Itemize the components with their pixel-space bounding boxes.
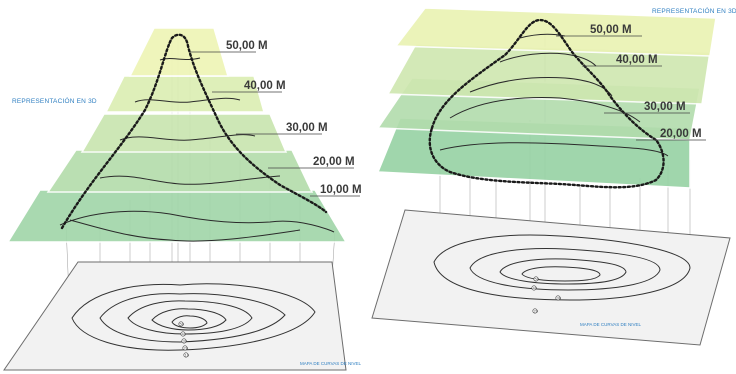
map-tag-marker	[183, 352, 189, 358]
right-level-labels: 50,00 M 40,00 M 30,00 M 20,00 M	[556, 24, 706, 141]
map-tag-label: 20	[534, 309, 539, 314]
left-map-caption: MAPA DE CURVAS DE NIVEL	[300, 361, 362, 366]
right-map-contours	[433, 234, 691, 301]
right-level-label: 50,00 M	[590, 24, 632, 36]
map-tag-marker	[181, 338, 187, 344]
left-3d-caption: REPRESENTACIÓN EN 3D	[12, 96, 97, 105]
left-panel: 50 40 30 20 10 MAPA DE CURVAS DE NIVEL	[3, 27, 362, 371]
left-plane-20	[46, 149, 314, 193]
left-level-label: 30,00 M	[286, 122, 328, 134]
map-tag-label: 50	[535, 277, 540, 282]
left-level-label: 10,00 M	[320, 184, 362, 196]
left-terrain-outline	[60, 33, 328, 230]
left-plane-40	[104, 75, 265, 113]
left-terrain-lines	[59, 57, 335, 242]
left-map-contours	[71, 283, 316, 351]
map-tag-marker	[531, 285, 537, 291]
right-plane-50	[394, 7, 717, 57]
right-panel: 50 40 30 20 MAPA DE CURVAS DE NIVEL 50,0…	[371, 6, 736, 346]
map-tag-label: 10	[185, 353, 190, 358]
map-tag-marker	[533, 276, 539, 282]
left-level-labels: 50,00 M 40,00 M 30,00 M 20,00 M 10,00 M	[190, 40, 362, 197]
left-map-plane	[3, 261, 347, 371]
left-level-label: 50,00 M	[226, 40, 268, 52]
map-tag-marker	[532, 308, 538, 314]
right-3d-caption: REPRESENTACIÓN EN 3D	[652, 6, 736, 15]
map-tag-label: 50	[180, 322, 185, 327]
map-tag-label: 40	[533, 286, 538, 291]
right-level-label: 30,00 M	[644, 101, 686, 113]
left-level-label: 40,00 M	[244, 80, 286, 92]
map-tag-marker	[182, 345, 188, 351]
left-plane-50	[128, 27, 229, 77]
map-tag-marker	[180, 331, 186, 337]
map-tag-label: 40	[182, 332, 187, 337]
map-tag-label: 30	[557, 296, 562, 301]
right-map-caption: MAPA DE CURVAS DE NIVEL	[580, 322, 642, 327]
left-plane-10	[6, 189, 348, 243]
right-level-label: 20,00 M	[660, 128, 702, 140]
left-map-tags: 50 40 30 20 10	[178, 321, 190, 358]
left-level-label: 20,00 M	[313, 156, 355, 168]
right-level-label: 40,00 M	[616, 54, 658, 66]
right-map-plane	[371, 209, 731, 346]
map-tag-label: 30	[183, 339, 188, 344]
map-tag-marker	[178, 321, 184, 327]
map-tag-label: 20	[184, 346, 189, 351]
right-map-tags: 50 40 30 20	[531, 276, 562, 314]
map-tag-marker	[555, 295, 561, 301]
right-terrain-outline	[428, 18, 665, 189]
left-plane-30	[80, 113, 288, 153]
